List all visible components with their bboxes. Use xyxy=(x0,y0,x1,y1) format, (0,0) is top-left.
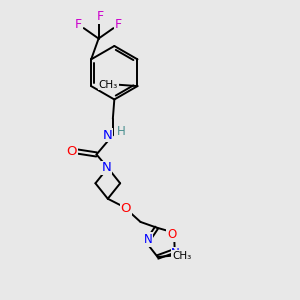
Text: F: F xyxy=(75,18,82,31)
Text: O: O xyxy=(120,202,131,215)
Text: N: N xyxy=(144,233,152,246)
Text: O: O xyxy=(67,145,77,158)
Text: O: O xyxy=(167,228,176,241)
Text: F: F xyxy=(115,18,122,31)
Text: H: H xyxy=(117,125,125,138)
Text: CH₃: CH₃ xyxy=(173,250,192,260)
Text: N: N xyxy=(101,161,111,174)
Text: CH₃: CH₃ xyxy=(99,80,118,90)
Text: N: N xyxy=(103,129,112,142)
Text: F: F xyxy=(97,10,104,23)
Text: N: N xyxy=(171,247,180,260)
